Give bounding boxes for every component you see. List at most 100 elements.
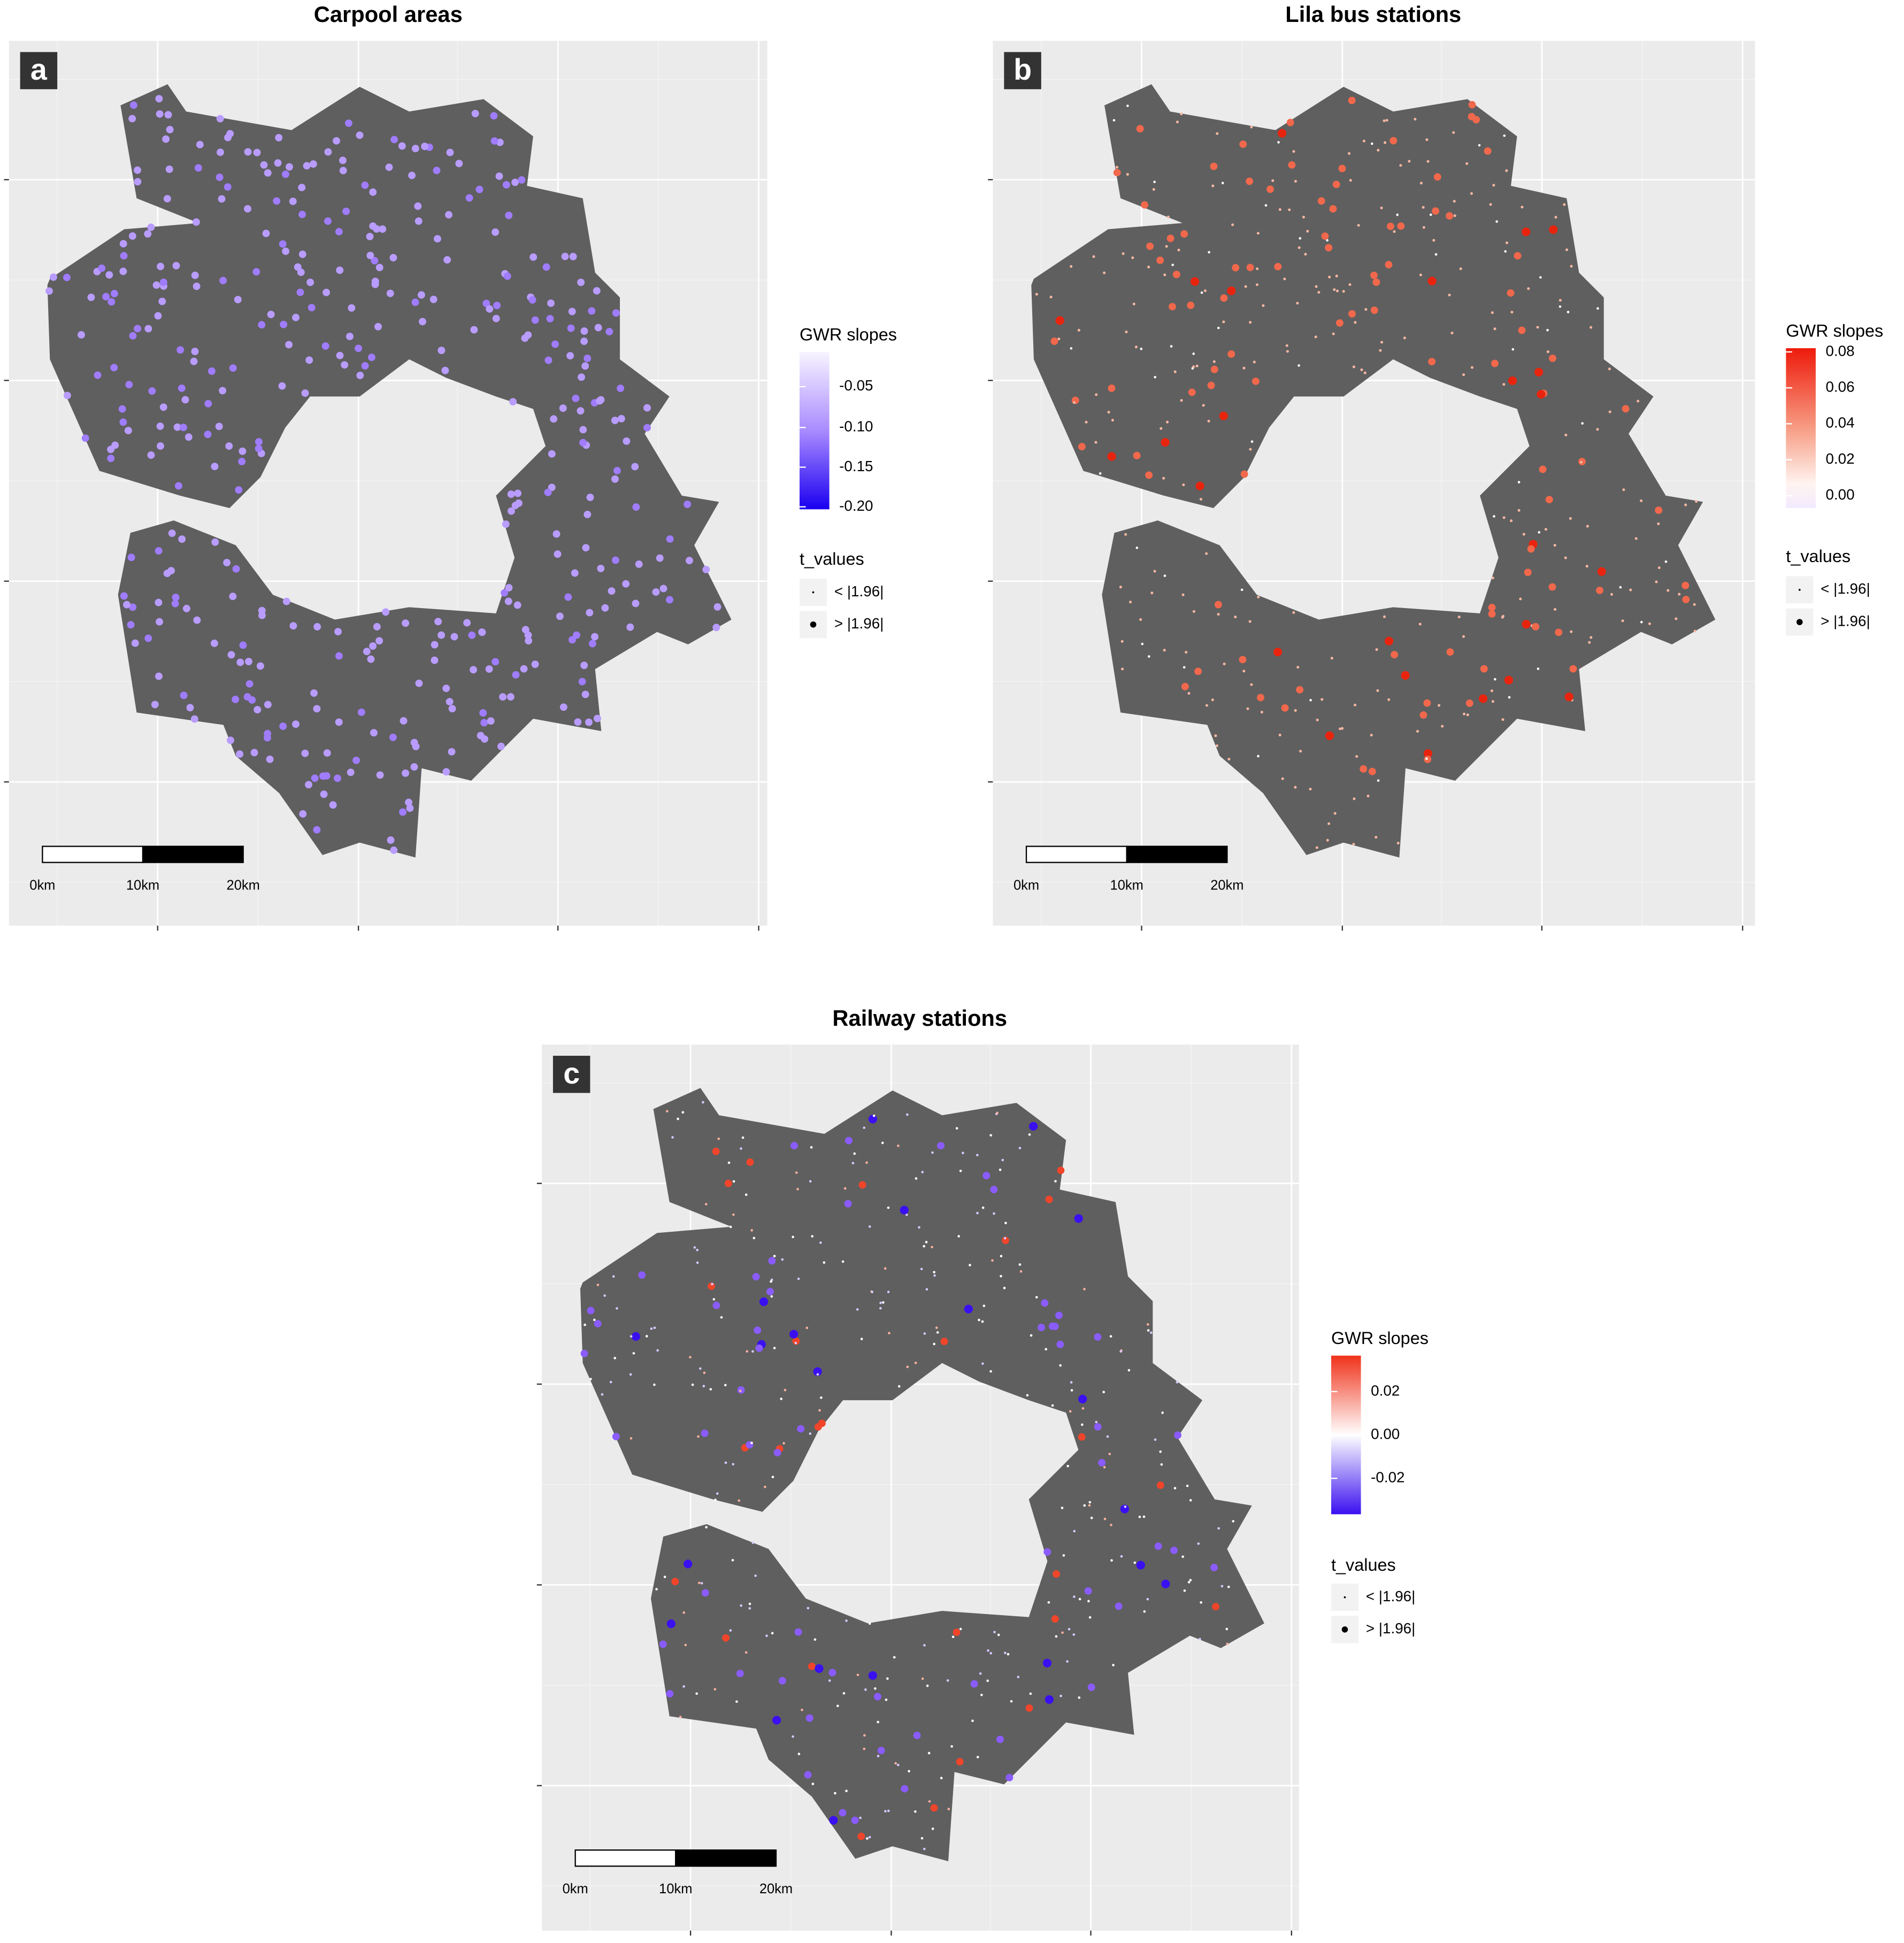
point [501,589,509,597]
point [1214,601,1222,609]
point [874,1687,877,1690]
point [851,1816,859,1824]
point [1335,274,1338,278]
point [1173,370,1177,373]
point [1519,597,1522,601]
point [520,665,528,673]
point [156,110,164,118]
point [1154,375,1157,379]
point [1553,608,1557,611]
point [887,1809,890,1813]
point [361,181,369,189]
point [713,1688,717,1691]
point [1396,841,1400,844]
point [1246,177,1254,185]
point [1546,350,1549,354]
point [913,1732,921,1739]
point [339,156,347,164]
point [1002,1237,1009,1245]
point [211,463,219,471]
point [556,612,564,620]
point [643,404,651,412]
point [296,288,304,296]
point [313,826,321,834]
point [863,1747,866,1750]
point [735,1700,738,1703]
panel-title: Railway stations [832,1005,1007,1031]
point [486,305,494,313]
point [682,1685,685,1688]
point [1004,1652,1007,1654]
point [546,314,554,322]
point [804,1771,812,1779]
point [1508,376,1517,385]
point [1621,619,1624,623]
point [1330,657,1333,660]
point [437,631,446,639]
point [1317,291,1320,294]
point [991,1259,994,1262]
point [1094,1333,1102,1341]
point [339,166,347,174]
point [1225,1627,1229,1631]
point [255,438,263,446]
point [1532,623,1540,631]
point [485,665,493,673]
point [738,1499,741,1502]
point [119,418,127,426]
point [1200,1601,1202,1604]
point [989,1652,993,1655]
point [1399,164,1402,167]
scale-white [574,1849,677,1867]
point [1181,682,1189,690]
point [1227,286,1236,295]
point [936,1331,939,1334]
point [1055,1311,1063,1319]
point [632,503,640,511]
point [1078,1598,1081,1601]
point [955,1127,958,1130]
point [845,1136,853,1145]
point [1332,180,1340,188]
point [1299,750,1302,753]
point [1465,699,1473,707]
point [681,1111,685,1114]
point [1181,1555,1184,1558]
legend-label: 0.02 [1371,1382,1400,1399]
point [1610,593,1614,596]
point [525,637,533,645]
point [229,364,237,372]
point [611,417,619,425]
point [1202,404,1205,407]
point [1227,757,1231,761]
point [1043,1548,1051,1556]
point [580,662,588,670]
point [1640,620,1643,624]
legend-dot [1343,1596,1346,1599]
point [1423,749,1433,758]
point [659,1640,667,1648]
point [856,1673,859,1677]
point [1219,411,1228,420]
point [737,1386,745,1394]
point [1418,623,1422,626]
point [289,197,297,205]
point [1425,138,1429,141]
point [352,756,360,764]
legend-title: t_values [1786,547,1851,566]
point [754,1574,757,1577]
point [181,396,189,404]
point [1266,185,1274,193]
point [547,299,555,307]
point [1042,1658,1052,1668]
point [859,1816,862,1819]
point [227,651,235,659]
point [1501,718,1504,721]
point [986,1679,989,1682]
point [1286,350,1289,353]
point [982,1304,986,1307]
point [650,1327,653,1330]
point [1162,477,1165,480]
point [581,690,589,698]
